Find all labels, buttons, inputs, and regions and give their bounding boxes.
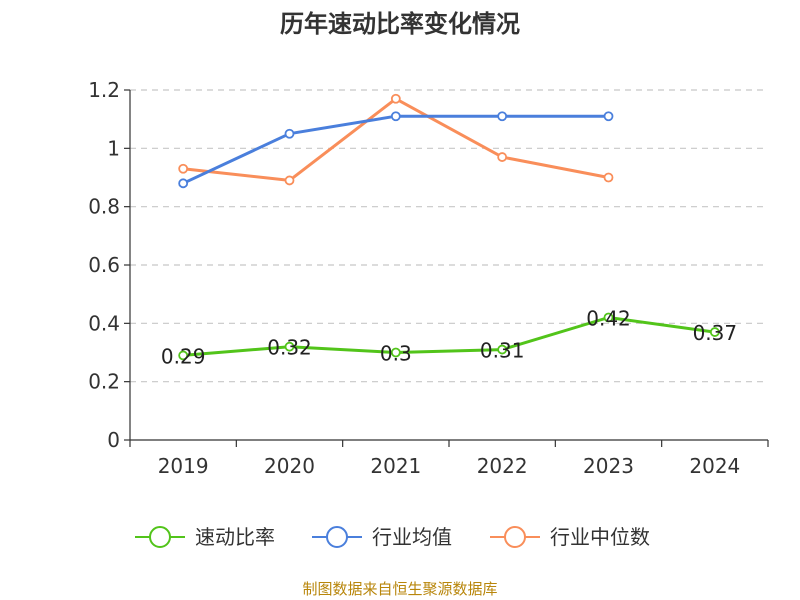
- data-point-1: [390, 111, 401, 122]
- y-tick-label: 0: [107, 428, 120, 452]
- x-tick-label: 2020: [264, 454, 315, 478]
- y-tick-label: 0.2: [88, 370, 120, 394]
- data-point-0: [709, 327, 720, 337]
- y-tick-label: 1.2: [88, 78, 120, 102]
- x-tick-label: 2023: [583, 454, 634, 478]
- series-line-2: [183, 97, 609, 182]
- y-tick-label: 0.6: [88, 253, 120, 277]
- data-label: 0.29: [161, 344, 206, 368]
- legend-label-1: 行业均值: [372, 525, 452, 549]
- data-point-2: [284, 175, 295, 186]
- data-point-1: [178, 178, 189, 189]
- data-point-2: [497, 152, 508, 162]
- legend-label-2: 行业中位数: [550, 525, 650, 549]
- y-tick-label: 1: [107, 136, 120, 160]
- chart-title: 历年速动比率变化情况: [280, 10, 520, 38]
- data-point-2: [603, 172, 614, 183]
- x-tick-label: 2019: [158, 454, 209, 478]
- legend-marker-0: [149, 526, 171, 548]
- series-line-0: [183, 316, 716, 357]
- data-point-1: [497, 111, 508, 122]
- data-label: 0.42: [586, 307, 631, 331]
- data-point-0: [178, 350, 189, 361]
- legend-marker-1: [326, 526, 348, 548]
- y-tick-label: 0.4: [88, 311, 120, 335]
- data-point-1: [603, 111, 614, 122]
- y-tick-label: 0.8: [88, 195, 120, 219]
- x-tick-label: 2022: [477, 454, 528, 478]
- data-point-0: [497, 344, 508, 355]
- data-label: 0.3: [380, 342, 412, 366]
- series-line-1: [182, 114, 609, 185]
- legend-marker-2: [504, 526, 526, 548]
- data-point-2: [390, 93, 401, 104]
- legend: 速动比率 行业均值 行业中位数: [135, 525, 650, 549]
- gridlines: [130, 89, 768, 383]
- axes: 0 0.2 0.4 0.6 0.8 1 1.2 2019 2020 2021 2022 2023 202…: [88, 78, 769, 478]
- legend-label-0: 速动比率: [195, 525, 275, 549]
- data-labels: 0.29 0.32 0.3 0.31 0.42 0.37: [161, 307, 737, 369]
- data-point-0: [390, 347, 401, 358]
- source-note: 制图数据来自恒生聚源数据库: [302, 580, 497, 598]
- data-label: 0.31: [480, 339, 525, 363]
- data-label: 0.32: [267, 336, 312, 360]
- data-point-2: [178, 163, 189, 174]
- data-label: 0.37: [693, 321, 738, 345]
- series-lines: [178, 93, 720, 361]
- data-point-0: [284, 341, 295, 352]
- data-point-1: [284, 128, 295, 139]
- x-tick-label: 2024: [689, 454, 740, 478]
- x-tick-label: 2021: [370, 454, 421, 478]
- data-point-0: [603, 312, 614, 323]
